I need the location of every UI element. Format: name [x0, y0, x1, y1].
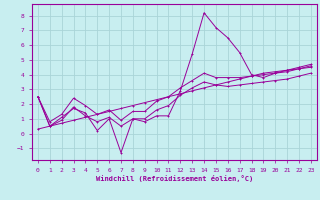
X-axis label: Windchill (Refroidissement éolien,°C): Windchill (Refroidissement éolien,°C)	[96, 175, 253, 182]
